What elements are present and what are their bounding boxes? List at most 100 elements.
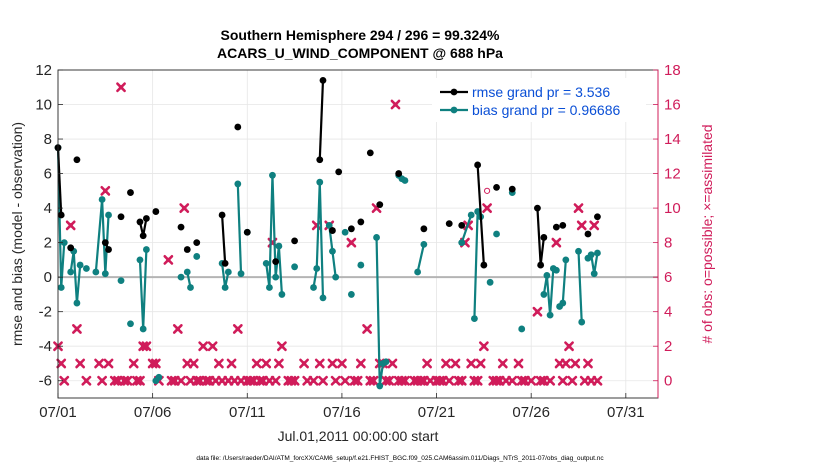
obs-marker-core [557,361,562,366]
rmse-point [420,225,428,233]
rmse-point [136,218,144,226]
obs-marker-core [191,361,196,366]
obs-assimilated-marker [400,375,410,386]
obs-assimilated-marker [368,375,379,386]
right-tick-label: 10 [664,200,681,217]
bias-point [187,284,194,291]
obs-assimilated-marker [314,358,325,369]
obs-assimilated-marker [94,358,104,369]
rmse-point [139,232,147,240]
right-tick-label: 18 [664,62,681,79]
obs-marker-core [355,378,360,383]
bias-point [57,284,65,291]
obs-marker-core [260,378,266,383]
obs-marker-core [273,378,278,383]
obs-assimilated-marker [592,375,603,386]
bias-point [67,268,75,276]
obs-assimilated-marker [346,237,357,248]
right-tick-label: 4 [664,304,672,321]
obs-marker-core [390,361,395,366]
obs-assimilated-marker [478,341,489,352]
rmse-point [243,228,251,236]
bias-point [101,270,109,278]
obs-marker-core [267,378,272,383]
obs-marker-core [333,378,338,383]
obs-assimilated-marker [450,358,461,369]
bias-point [420,240,428,248]
bias-point [458,239,466,247]
left-tick-label: 4 [44,200,52,217]
obs-assimilated-marker [444,375,455,386]
bias-point [73,299,81,307]
right-y-axis: 0 2 4 6 8 10 12 14 16 18 [653,62,681,398]
obs-marker-core [447,378,452,383]
obs-marker-core [238,378,244,383]
bias-point [224,268,232,276]
bias-point [127,320,134,328]
obs-assimilated-marker [560,358,571,369]
obs-marker-core [166,257,171,263]
rmse-point [335,168,343,176]
bias-point [76,261,84,269]
obs-assimilated-marker [116,82,126,93]
obs-marker-core [342,378,348,383]
obs-assimilated-marker [176,375,186,386]
bias-point [275,242,283,250]
rmse-point [584,230,592,238]
x-axis-label: Jul.01,2011 00:00:00 start [278,428,439,444]
bias-line [577,251,583,323]
obs-marker-core [137,378,143,383]
bias-point [310,284,317,291]
obs-marker-core [349,240,354,245]
obs-marker-core [99,378,105,383]
rmse-point [218,211,226,219]
obs-assimilated-marker [355,358,366,369]
bias-line [69,250,82,305]
obs-marker-core [484,205,490,211]
obs-assimilated-marker [128,358,139,369]
obs-assimilated-marker [532,306,543,317]
bias-point [269,171,276,179]
obs-assimilated-marker [507,375,518,386]
rmse-line [221,214,227,264]
obs-marker-core [207,378,212,383]
obs-assimilated-marker [97,375,108,386]
bias-point [319,294,327,302]
rmse-point [357,218,365,226]
bias-point [291,263,298,271]
obs-marker-core [276,361,282,366]
obs-marker-core [424,361,430,366]
bias-point [193,253,201,260]
rmse-point [73,156,81,164]
legend: rmse grand pr = 3.536 bias grand pr = 0.… [432,78,646,122]
left-tick-label: 0 [44,269,52,286]
obs-assimilated-marker [56,358,67,369]
obs-assimilated-marker [564,341,574,352]
obs-marker-core [440,378,445,383]
obs-assimilated-marker [75,358,86,369]
obs-marker-core [106,361,111,366]
bias-line [265,174,284,295]
obs-assimilated-marker [513,358,524,369]
rmse-point [347,225,355,233]
obs-marker-core [402,378,408,383]
obs-marker-core [582,378,587,383]
rmse-line [56,147,63,216]
left-tick-label: 8 [44,131,52,148]
obs-marker-core [510,378,515,383]
obs-assimilated-marker [466,358,477,369]
obs-assimilated-marker [65,220,76,231]
bias-point [136,256,144,264]
obs-assimilated-marker [59,375,70,386]
right-tick-label: 14 [664,131,681,148]
obs-assimilated-marker [261,358,272,369]
bias-point [578,318,586,326]
rmse-point [559,221,567,229]
rmse-point [458,221,466,229]
obs-assimilated-marker [573,203,584,214]
rmse-point [291,237,298,245]
obs-marker-core [103,188,108,194]
obs-marker-core [475,378,480,383]
rmse-point [376,201,384,209]
rmse-point [57,211,65,219]
